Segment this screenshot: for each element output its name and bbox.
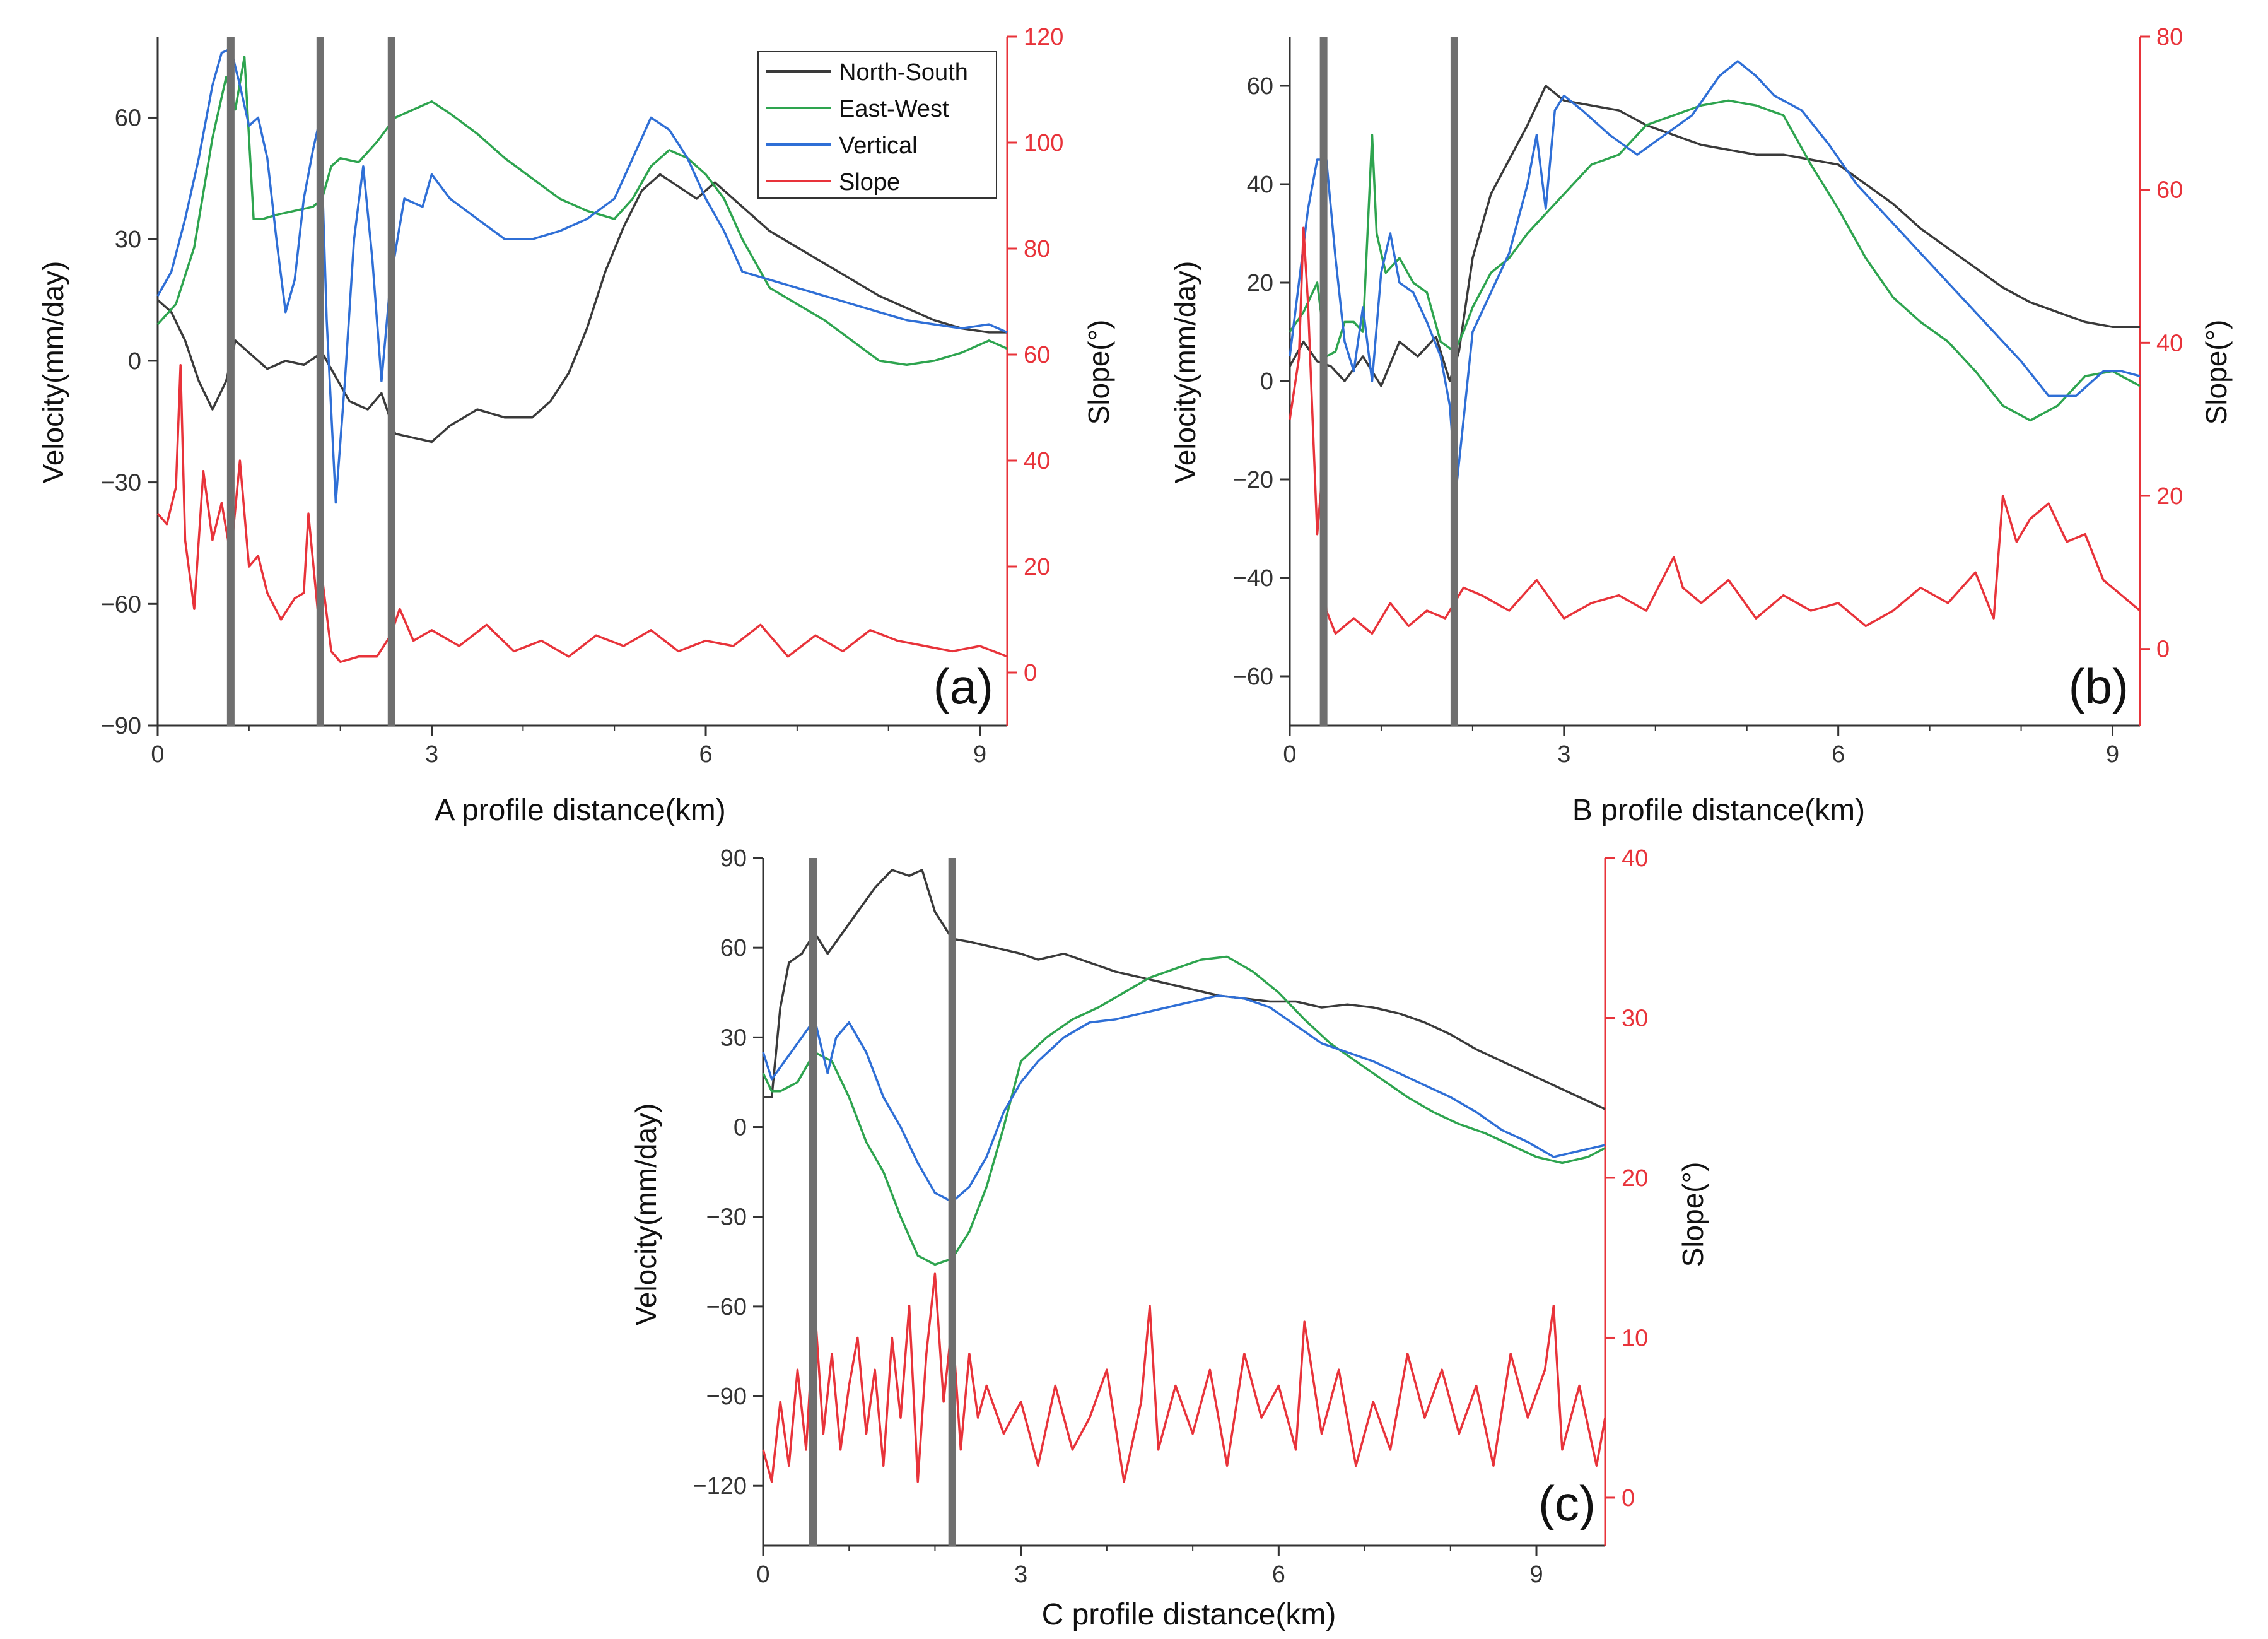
panel-a-x-tick-label: 0 <box>151 741 164 768</box>
panel-a-x-tick-label: 3 <box>425 741 438 768</box>
legend-label-vertical: Vertical <box>839 132 918 159</box>
chart-panel-b: 0 3 6 9 −60 −40 −20 0 20 40 60 0 20 40 60 80 Velocity(m… <box>1169 24 2233 827</box>
panel-b-x-tick-label: 6 <box>1832 741 1845 768</box>
panel-c-x-tick-label: 6 <box>1272 1561 1285 1588</box>
panel-a-y-tick-label: 60 <box>115 105 141 131</box>
panel-c-y-tick-label: −30 <box>706 1204 747 1231</box>
panel-c-y-tick-label: −60 <box>706 1294 747 1320</box>
panel-a-y2-tick-label: 120 <box>1024 24 1063 50</box>
panel-c-y-tick-label: 60 <box>720 935 747 961</box>
panel-a-series-east-west <box>156 56 1008 367</box>
panel-a-vertical-band <box>226 37 235 726</box>
panel-a-x-tick-label: 9 <box>973 741 986 768</box>
panel-c-label: (c) <box>1538 1476 1596 1531</box>
panel-a-y2-tick-label: 0 <box>1024 660 1037 686</box>
panel-b-xlabel: B profile distance(km) <box>1572 794 1865 827</box>
panel-a-y2-tick-label: 80 <box>1024 236 1050 262</box>
panel-c-x-tick-label: 0 <box>756 1561 769 1588</box>
panel-c-vertical-band <box>948 858 956 1546</box>
panel-c-xlabel: C profile distance(km) <box>1042 1598 1336 1631</box>
panel-a-series-vertical <box>156 47 1008 504</box>
panel-c-y2-tick-label: 0 <box>1622 1485 1635 1512</box>
chart-panel-a: 0 3 6 9 −90 −60 −30 0 30 60 0 20 40 60 80 100 120 Veloci… <box>37 24 1115 827</box>
panel-b-y-tick-label: 20 <box>1247 270 1273 297</box>
panel-a-vertical-band <box>387 37 395 726</box>
panel-a-y2-tick-label: 20 <box>1024 554 1050 580</box>
panel-a-y-tick-label: 0 <box>128 348 141 375</box>
panel-b-y2-tick-label: 20 <box>2156 483 2183 510</box>
panel-b-x-tick-label: 0 <box>1283 741 1296 768</box>
panel-a-series-north-south <box>156 173 1007 444</box>
panel-c-series-vertical <box>762 994 1606 1203</box>
panel-b-y-tick-label: −40 <box>1233 565 1273 592</box>
panel-c-series-north-south <box>763 869 1606 1110</box>
panel-b-series-slope <box>1289 226 2141 635</box>
panel-b-y-tick-label: 0 <box>1260 368 1273 395</box>
panel-a-ylabel: Velocity(mm/day) <box>37 261 69 484</box>
panel-c-y2-tick-label: 20 <box>1622 1165 1648 1192</box>
panel-a-y2-tick-label: 40 <box>1024 448 1050 474</box>
panel-a-y-tick-label: 30 <box>115 226 141 253</box>
panel-c-vertical-band <box>809 858 817 1546</box>
panel-c-y-tick-label: −90 <box>706 1383 747 1410</box>
panel-b-vertical-band <box>1450 37 1458 726</box>
panel-a-label: (a) <box>933 659 993 714</box>
panel-a-y2label: Slope(°) <box>1082 320 1115 425</box>
panel-c-y2label: Slope(°) <box>1676 1162 1709 1267</box>
panel-c-y2-tick-label: 40 <box>1622 845 1648 872</box>
legend-label-slope: Slope <box>839 169 900 196</box>
panel-b-x-tick-label: 3 <box>1557 741 1570 768</box>
panel-b-label: (b) <box>2069 659 2129 714</box>
panel-b-vertical-band <box>1319 37 1328 726</box>
panel-b-x-tick-label: 9 <box>2106 741 2119 768</box>
panel-a-y-tick-label: −30 <box>101 470 141 496</box>
legend-label-north-south: North-South <box>839 59 968 86</box>
panel-b-y2-tick-label: 80 <box>2156 24 2183 50</box>
panel-a-x-tick-label: 6 <box>699 741 712 768</box>
panel-c-x-tick-label: 9 <box>1529 1561 1543 1588</box>
panel-b-y-tick-label: 40 <box>1247 172 1273 198</box>
panel-b-y-tick-label: −60 <box>1233 664 1273 690</box>
legend-label-east-west: East-West <box>839 96 949 122</box>
panel-c-series-slope <box>762 1272 1606 1483</box>
panel-a-y2-tick-label: 100 <box>1024 130 1063 156</box>
panel-c-y-tick-label: 30 <box>720 1025 747 1051</box>
legend-box <box>757 51 997 199</box>
panel-b-series-east-west <box>1289 99 2141 422</box>
panel-b-y2-tick-label: 60 <box>2156 177 2183 204</box>
panel-c-y-tick-label: 0 <box>734 1115 747 1141</box>
panel-b-series-vertical <box>1289 60 2141 491</box>
panel-a-y-tick-label: −90 <box>101 713 141 739</box>
panel-c-y2-tick-label: 10 <box>1622 1325 1648 1351</box>
legend: North-South East-West Vertical Slope <box>757 51 997 199</box>
panel-a-y2-tick-label: 60 <box>1024 342 1050 368</box>
panel-b-y2label: Slope(°) <box>2200 320 2233 425</box>
panel-c-ylabel: Velocity(mm/day) <box>629 1103 662 1326</box>
panel-a-xlabel: A profile distance(km) <box>435 794 726 827</box>
panel-a-vertical-band <box>316 37 324 726</box>
panel-b-y2-tick-label: 40 <box>2156 330 2183 356</box>
panel-c-series-east-west <box>762 955 1606 1266</box>
panel-b-y-tick-label: 60 <box>1247 73 1273 100</box>
chart-panel-c: 0 3 6 9 −120 −90 −60 −30 0 30 60 90 0 10 20 30 40 Veloci… <box>629 845 1709 1631</box>
panel-b-y2-tick-label: 0 <box>2156 637 2170 663</box>
panel-c-y2-tick-label: 30 <box>1622 1005 1648 1031</box>
panel-c-x-tick-label: 3 <box>1014 1561 1027 1588</box>
panel-c-y-tick-label: 90 <box>720 845 747 872</box>
panel-a-y-tick-label: −60 <box>101 591 141 618</box>
panel-b-y-tick-label: −20 <box>1233 467 1273 493</box>
panel-a-series-slope <box>156 364 1008 663</box>
panel-c-y-tick-label: −120 <box>693 1473 747 1500</box>
panel-b-ylabel: Velocity(mm/day) <box>1169 261 1201 484</box>
panel-b-series-north-south <box>1289 85 2140 387</box>
